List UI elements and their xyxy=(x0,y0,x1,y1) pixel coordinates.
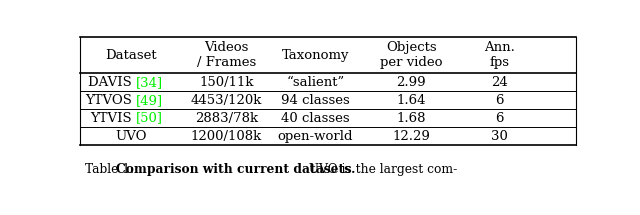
Text: UVO is the largest com-: UVO is the largest com- xyxy=(301,163,457,176)
Text: UVO: UVO xyxy=(115,129,147,143)
Text: 1.64: 1.64 xyxy=(396,94,426,107)
Text: [34]: [34] xyxy=(136,76,163,89)
Text: Table 1:: Table 1: xyxy=(85,163,138,176)
Text: Videos
/ Frames: Videos / Frames xyxy=(196,41,256,69)
Text: Ann.
fps: Ann. fps xyxy=(484,41,515,69)
Text: Taxonomy: Taxonomy xyxy=(282,49,349,62)
Text: 1200/108k: 1200/108k xyxy=(191,129,262,143)
Text: 30: 30 xyxy=(491,129,508,143)
Text: 12.29: 12.29 xyxy=(392,129,430,143)
Text: 6: 6 xyxy=(495,112,504,125)
Text: Dataset: Dataset xyxy=(105,49,157,62)
Text: 2.99: 2.99 xyxy=(396,76,426,89)
Text: [49]: [49] xyxy=(136,94,163,107)
Text: DAVIS: DAVIS xyxy=(88,76,136,89)
Text: 150/11k: 150/11k xyxy=(199,76,253,89)
Text: 6: 6 xyxy=(495,94,504,107)
Text: 40 classes: 40 classes xyxy=(282,112,350,125)
Text: Comparison with current datasets.: Comparison with current datasets. xyxy=(116,163,355,176)
Text: YTVIS: YTVIS xyxy=(90,112,136,125)
Text: “salient”: “salient” xyxy=(287,76,345,89)
Text: 4453/120k: 4453/120k xyxy=(191,94,262,107)
Text: 2883/78k: 2883/78k xyxy=(195,112,258,125)
Text: [50]: [50] xyxy=(136,112,163,125)
Text: YTVOS: YTVOS xyxy=(85,94,136,107)
Text: Objects
per video: Objects per video xyxy=(380,41,442,69)
Text: open-world: open-world xyxy=(278,129,353,143)
Text: 24: 24 xyxy=(491,76,508,89)
Text: 94 classes: 94 classes xyxy=(281,94,350,107)
Text: 1.68: 1.68 xyxy=(396,112,426,125)
